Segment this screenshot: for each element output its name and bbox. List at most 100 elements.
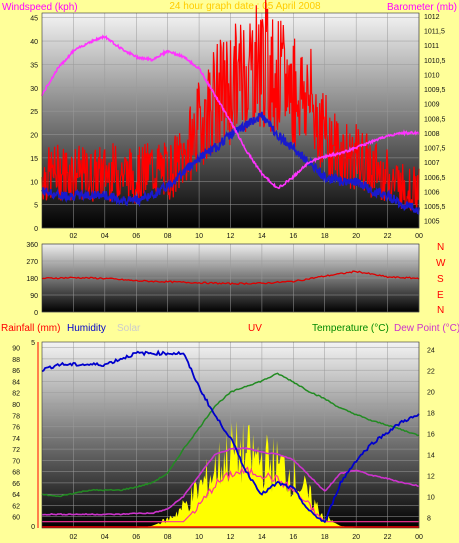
wind-y-tick: 30 <box>30 86 38 93</box>
weather-x-tick: 12 <box>227 534 235 541</box>
barometer-y-tick: 1011,5 <box>424 29 445 36</box>
barometer-y-tick: 1005 <box>424 219 440 226</box>
wind-y-tick: 5 <box>34 203 38 210</box>
temperature-y-tick: 8 <box>427 515 431 522</box>
wind-x-tick: 00 <box>415 233 423 240</box>
humidity-y-tick: 72 <box>12 447 20 454</box>
humidity-y-tick: 80 <box>12 402 20 409</box>
barometer-y-tick: 1012 <box>424 14 440 21</box>
dewpoint-line <box>42 446 420 516</box>
weather-x-tick: 16 <box>289 534 297 541</box>
humidity-y-tick: 84 <box>12 379 20 386</box>
humidity-y-tick: 66 <box>12 481 20 488</box>
temperature-y-tick: 12 <box>427 473 435 480</box>
barometer-y-tick: 1010,5 <box>424 58 446 65</box>
wind-x-tick: 10 <box>195 233 203 240</box>
weather-x-tick: 04 <box>101 534 109 541</box>
wind-y-tick: 35 <box>30 62 38 69</box>
wind-x-tick: 02 <box>70 233 78 240</box>
wind-y-tick: 0 <box>34 226 38 233</box>
wind-y-tick: 15 <box>30 156 38 163</box>
barometer-y-tick: 1009,5 <box>424 87 446 94</box>
uv-label: UV <box>248 323 262 334</box>
temperature-y-tick: 10 <box>427 494 435 501</box>
temperature-y-tick: 20 <box>427 389 435 396</box>
humidity-y-tick: 64 <box>12 492 20 499</box>
humidity-y-tick: 78 <box>12 413 20 420</box>
humidity-y-tick: 74 <box>12 436 20 443</box>
barometer-y-tick: 1006,5 <box>424 175 446 182</box>
barometer-y-tick: 1007 <box>424 160 440 167</box>
temperature-line <box>41 372 420 498</box>
weather-frame <box>41 341 420 529</box>
barometer-y-tick: 1009 <box>424 102 440 109</box>
wind-x-tick: 22 <box>384 233 392 240</box>
weather-x-tick: 02 <box>70 534 78 541</box>
direction-grid <box>42 243 420 313</box>
wind-x-tick: 08 <box>164 233 172 240</box>
compass-labels: N W S E N <box>436 242 446 316</box>
dewpoint-label: Dew Point (°C) <box>394 323 459 334</box>
weather-x-tick: 06 <box>132 534 140 541</box>
barometer-line <box>41 34 420 190</box>
direction-frame <box>41 243 420 313</box>
wind-x-tick: 14 <box>258 233 266 240</box>
wind-y-tick: 40 <box>30 39 38 46</box>
wind-y-tick: 10 <box>30 179 38 186</box>
humidity-y-tick: 76 <box>12 425 20 432</box>
uv-line <box>42 466 419 523</box>
humidity-y-tick: 60 <box>12 515 20 522</box>
wind-x-tick: 12 <box>227 233 235 240</box>
solar-label: Solar <box>117 323 141 334</box>
humidity-y-tick: 88 <box>12 357 20 364</box>
temperature-y-tick: 16 <box>427 431 435 438</box>
chart-marks <box>37 0 420 529</box>
weather-x-tick: 18 <box>321 534 329 541</box>
weather-x-tick: 00 <box>415 534 423 541</box>
wind-x-tick: 16 <box>289 233 297 240</box>
compass-s: S <box>437 274 444 285</box>
direction-y-tick: 90 <box>30 293 38 300</box>
compass-n-top: N <box>437 242 444 253</box>
solar-area <box>42 420 419 528</box>
humidity-y-tick: 70 <box>12 458 20 465</box>
rain-y-tick: 0 <box>31 524 35 531</box>
windspeed-label: Windspeed (kph) <box>2 2 78 13</box>
rain-y-tick: 5 <box>31 340 35 347</box>
windspeed-avg-line <box>41 111 420 216</box>
barometer-y-tick: 1005,5 <box>424 204 446 211</box>
barometer-y-tick: 1010 <box>424 72 440 79</box>
weather-x-tick: 22 <box>384 534 392 541</box>
wind-y-tick: 25 <box>30 109 38 116</box>
weather-x-tick: 08 <box>164 534 172 541</box>
wind-x-tick: 20 <box>352 233 360 240</box>
wind-y-tick: 45 <box>30 16 38 23</box>
temperature-y-tick: 22 <box>427 368 435 375</box>
weather-x-tick: 10 <box>195 534 203 541</box>
wind-x-tick: 06 <box>132 233 140 240</box>
barometer-y-tick: 1008 <box>424 131 440 138</box>
temperature-y-tick: 24 <box>427 347 435 354</box>
compass-n-bottom: N <box>437 305 444 316</box>
compass-e: E <box>437 290 444 301</box>
weather-x-tick: 14 <box>258 534 266 541</box>
direction-line <box>41 270 420 286</box>
windspeed-gust-line <box>41 0 420 213</box>
barometer-label: Barometer (mb) <box>387 2 457 13</box>
humidity-y-tick: 62 <box>12 503 20 510</box>
humidity-label: Humidity <box>67 323 106 334</box>
direction-y-tick: 180 <box>26 276 38 283</box>
rainfall-label: Rainfall (mm) <box>1 323 60 334</box>
wind-x-tick: 04 <box>101 233 109 240</box>
direction-y-tick: 0 <box>34 310 38 317</box>
barometer-y-tick: 1006 <box>424 189 440 196</box>
direction-y-tick: 360 <box>26 242 38 249</box>
barometer-y-tick: 1011 <box>424 43 439 50</box>
barometer-y-tick: 1007,5 <box>424 146 446 153</box>
humidity-y-tick: 90 <box>12 346 20 353</box>
temperature-y-tick: 14 <box>427 452 435 459</box>
direction-y-tick: 270 <box>26 259 38 266</box>
humidity-y-tick: 82 <box>12 391 20 398</box>
chart-title: 24 hour graph date : 05 April 2008 <box>169 1 321 12</box>
